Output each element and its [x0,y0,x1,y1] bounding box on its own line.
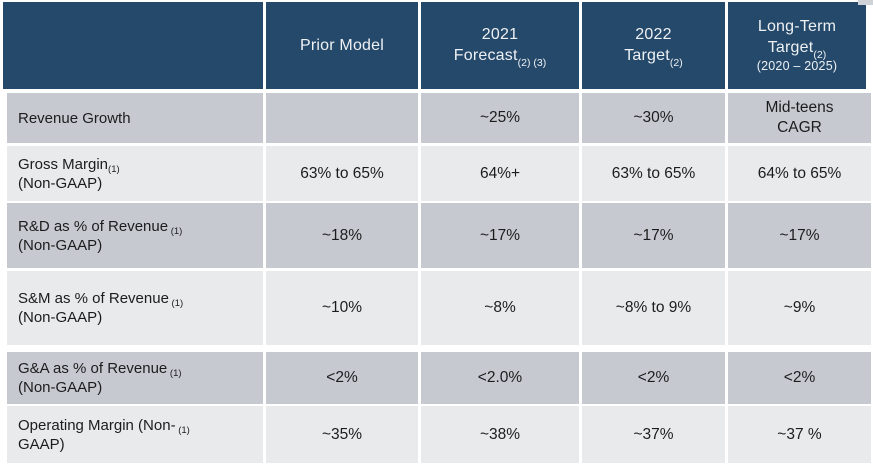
cell-long-term-target: ~17% [728,203,871,268]
row-label-text: R&D as % of Revenue (Non-GAAP) [18,217,169,254]
table-row-gross-margin: Gross Margin (Non-GAAP) (1) 63% to 65% 64… [7,146,873,201]
table-row-ga-pct-revenue: G&A as % of Revenue (Non-GAAP) (1) <2% <… [7,352,873,404]
cell-2021-forecast: <2.0% [421,352,579,404]
cell-prior-model: 63% to 65% [266,146,418,201]
footnote-ref: (1) [108,163,120,175]
table-row-revenue-growth: Revenue Growth ~25% ~30% Mid-teens CAGR [7,93,873,143]
header-label-text: Target [767,38,814,56]
screen-edge-artifact [858,0,873,5]
row-label-text: S&M as % of Revenue (Non-GAAP) [18,290,169,326]
cell-prior-model: ~35% [266,406,418,463]
footnote-ref: (2) [669,57,683,70]
header-label-text: Target [624,47,670,65]
cell-prior-model: ~18% [266,203,418,268]
header-label-text: Forecast [453,47,518,65]
footnote-ref: (2) (3) [517,57,547,70]
cell-2022-target: ~30% [582,93,725,143]
row-label-text: Operating Margin (Non- GAAP) [18,416,176,453]
table-row-sm-pct-revenue: S&M as % of Revenue (Non-GAAP) (1) ~10% … [7,271,873,345]
cell-2021-forecast: 64%+ [421,146,579,201]
cell-prior-model: <2% [266,352,418,404]
header-label-line2: Target(2) [767,37,827,61]
cell-2021-forecast: ~25% [421,93,579,143]
row-label: Operating Margin (Non- GAAP) (1) [7,406,263,463]
cell-prior-model: ~10% [266,271,418,345]
header-label-line2: Target(2) [624,45,683,70]
cell-2022-target: <2% [582,352,725,404]
cell-2022-target: ~17% [582,203,725,268]
header-cell-2022-target: 2022 Target(2) [582,2,725,89]
header-label: Prior Model [299,37,384,54]
row-label: S&M as % of Revenue (Non-GAAP) (1) [7,271,263,345]
cell-long-term-target: ~9% [728,271,871,345]
row-label: G&A as % of Revenue (Non-GAAP) (1) [7,352,263,404]
footnote-ref: (1) [168,298,184,310]
table-header-row: Prior Model 2021 Forecast(2) (3) 2022 Ta… [3,2,873,89]
cell-long-term-target: <2% [728,352,871,404]
footnote-ref: (2) [813,48,827,61]
header-label-line2: Forecast(2) (3) [453,45,547,70]
footnote-ref: (1) [175,424,190,436]
cell-2021-forecast: ~38% [421,406,579,463]
footnote-ref: (1) [168,225,183,237]
footnote-ref: (1) [167,368,182,380]
header-period-note: (2020 – 2025) [756,59,838,74]
cell-2021-forecast: ~17% [421,203,579,268]
header-cell-long-term-target: Long-Term Target(2) (2020 – 2025) [728,2,866,89]
table-body: Revenue Growth ~25% ~30% Mid-teens CAGR … [0,93,873,463]
row-label: Gross Margin (Non-GAAP) (1) [7,146,263,201]
cell-long-term-target: 64% to 65% [728,146,871,201]
header-label-line1: 2022 [635,26,672,44]
row-label: R&D as % of Revenue (Non-GAAP) (1) [7,203,263,268]
header-cell-prior-model: Prior Model [266,2,418,89]
header-cell-2021-forecast: 2021 Forecast(2) (3) [421,2,579,89]
row-label-text: Revenue Growth [18,109,131,127]
cell-2022-target: ~37% [582,406,725,463]
table-row-rd-pct-revenue: R&D as % of Revenue (Non-GAAP) (1) ~18% … [7,203,873,268]
cell-2021-forecast: ~8% [421,271,579,345]
cell-prior-model [266,93,418,143]
cell-2022-target: 63% to 65% [582,146,725,201]
cell-2022-target: ~8% to 9% [582,271,725,345]
header-label-line1: Long-Term [757,17,837,35]
row-label-text: G&A as % of Revenue (Non-GAAP) [18,360,168,396]
cell-long-term-target: Mid-teens CAGR [728,93,871,143]
header-label-line1: 2021 [481,26,519,44]
table-row-operating-margin: Operating Margin (Non- GAAP) (1) ~35% ~3… [7,406,873,463]
header-cell-metric-blank [3,2,263,89]
row-label: Revenue Growth [7,93,263,143]
cell-long-term-target: ~37 % [728,406,871,463]
row-label-text: Gross Margin (Non-GAAP) [18,155,109,192]
